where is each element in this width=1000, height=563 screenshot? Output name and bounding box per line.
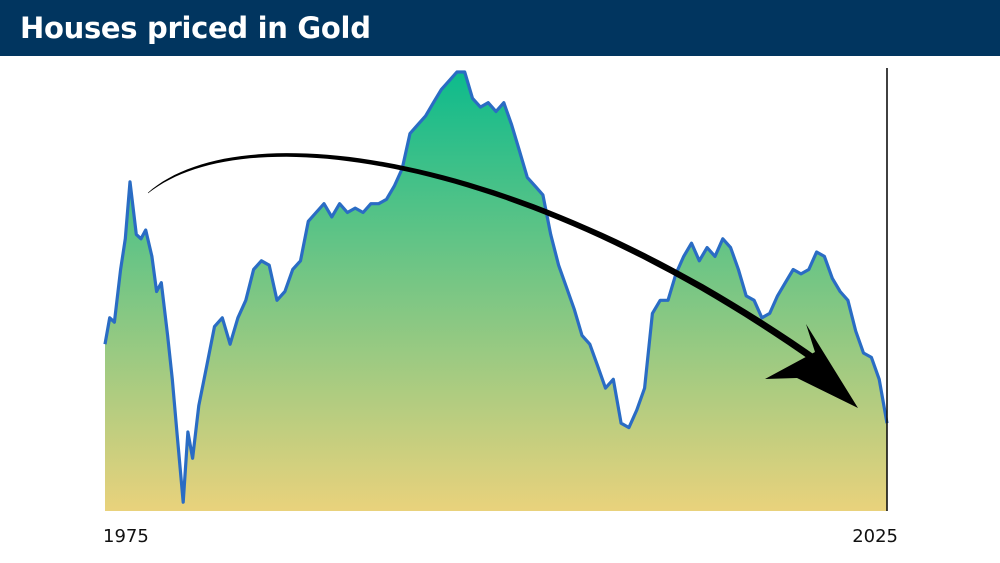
series-line xyxy=(103,70,889,504)
x-tick-label-end: 2025 xyxy=(852,526,898,547)
x-tick-label-start: 1975 xyxy=(103,526,149,547)
page-title: Houses priced in Gold xyxy=(20,11,371,45)
title-bar: Houses priced in Gold xyxy=(0,0,1000,56)
area-fill xyxy=(105,72,887,511)
trend-arrow xyxy=(147,153,858,408)
